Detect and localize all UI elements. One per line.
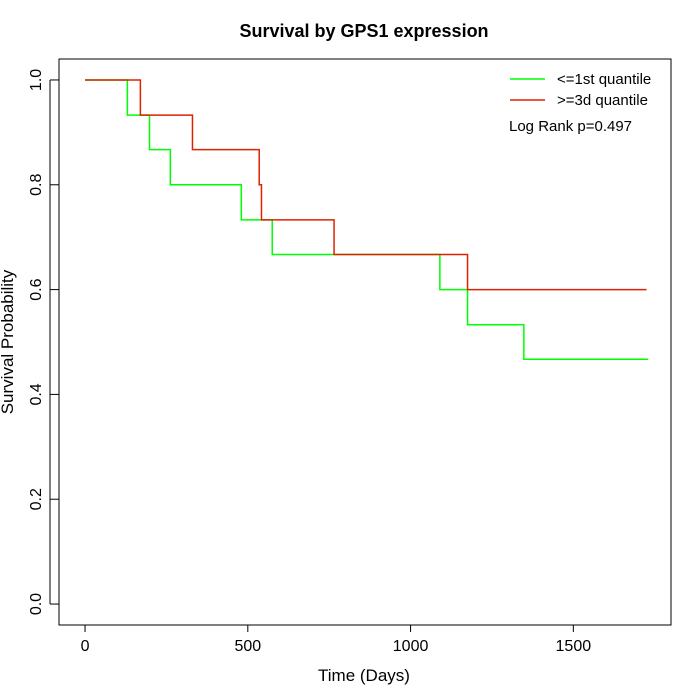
series-layer [85, 79, 649, 361]
y-tick-label: 0.6 [28, 278, 45, 300]
legend: <=1st quantile >=3d quantile [510, 71, 651, 109]
y-tick-label: 0.2 [28, 488, 45, 510]
y-tick-label: 1.0 [28, 69, 45, 91]
legend-label-high: >=3d quantile [557, 92, 648, 109]
x-tick-label: 1000 [393, 638, 429, 655]
y-axis: 0.0 0.2 0.4 0.6 0.8 1.0 [28, 69, 59, 615]
x-axis: 0 500 1000 1500 [81, 624, 592, 655]
x-axis-label: Time (Days) [318, 666, 410, 685]
x-tick-label: 500 [234, 638, 261, 655]
plot-area-frame [58, 58, 672, 626]
y-tick-label: 0.0 [28, 593, 45, 615]
x-tick-label: 1500 [556, 638, 592, 655]
y-tick-label: 0.4 [28, 383, 45, 405]
log-rank-annotation: Log Rank p=0.497 [509, 118, 632, 135]
series-line-high [85, 79, 647, 291]
chart-title: Survival by GPS1 expression [239, 21, 488, 41]
y-axis-label: Survival Probability [0, 269, 17, 414]
y-tick-label: 0.8 [28, 174, 45, 196]
x-tick-label: 0 [81, 638, 90, 655]
legend-label-low: <=1st quantile [557, 71, 651, 88]
